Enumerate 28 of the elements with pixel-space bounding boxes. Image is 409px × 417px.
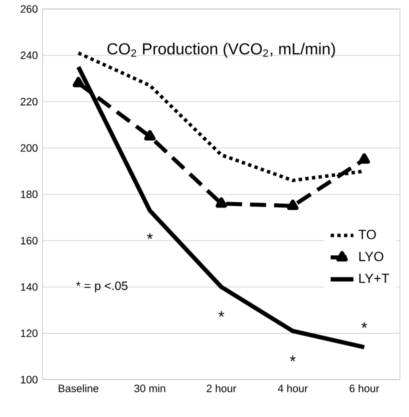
y-tick-label: 180 (20, 190, 38, 198)
text: CO$_{2}$ Production (VCO$_{2}$, mL/min) (108, 42, 335, 58)
y-tick-label: 160 (20, 236, 38, 244)
y-tick-label: 240 (20, 52, 38, 60)
y-tick-label: 140 (20, 283, 38, 291)
y-tick-label: 260 (20, 5, 38, 13)
legend-label: TO (358, 230, 376, 240)
legend-label: LY+T (359, 274, 390, 283)
x-tick-label: Baseline (58, 384, 98, 392)
y-tick-label: 120 (20, 330, 38, 338)
x-tick-label: 30 min (134, 384, 166, 392)
annotation: * (290, 356, 296, 362)
point (358, 153, 370, 164)
point (72, 76, 84, 88)
y-tick-label: 200 (20, 144, 38, 152)
annotation: * (361, 322, 368, 328)
point (216, 197, 228, 208)
x-tick-label: 6 hour (350, 384, 380, 392)
legend-label: LYO (359, 252, 384, 262)
x-tick-label: 4 hour (278, 384, 308, 392)
y-tick-label: 100 (20, 376, 38, 384)
annotation: * = p <.05 (76, 282, 128, 292)
annotation: * (147, 233, 153, 239)
y-tick-label: 220 (20, 98, 38, 106)
x-tick-label: 2 hour (206, 384, 236, 392)
annotation: * (218, 311, 224, 317)
point (287, 200, 298, 210)
point (144, 130, 156, 141)
